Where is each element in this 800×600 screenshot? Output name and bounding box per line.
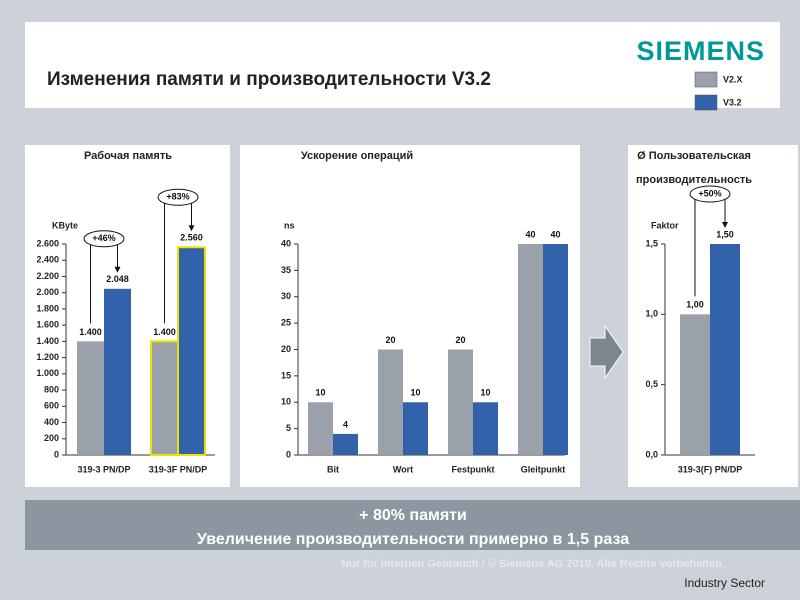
y-tick-label: 2.000 xyxy=(36,287,59,297)
footer-notice: Nur für internen Gebrauch / © Siemens AG… xyxy=(341,558,725,570)
y-tick-label: 600 xyxy=(44,401,59,411)
y-tick-label: 20 xyxy=(281,344,291,354)
x-tick-label: Wort xyxy=(393,464,413,474)
value-label: 1,50 xyxy=(716,229,734,239)
value-label: 20 xyxy=(455,335,465,345)
bar xyxy=(403,402,428,455)
annotation-ellipse xyxy=(83,230,125,248)
y-axis-label: KByte xyxy=(52,220,78,230)
y-tick-label: 2.600 xyxy=(36,238,59,248)
y-tick-label: 0 xyxy=(54,449,59,459)
chart-title: Ускорение операций xyxy=(300,150,414,162)
x-tick-label: Bit xyxy=(327,464,339,474)
annotation: +83% xyxy=(166,192,189,202)
annotation: +50% xyxy=(698,188,721,198)
bar xyxy=(473,402,498,455)
value-label: 1.400 xyxy=(79,327,102,337)
value-label: 2.560 xyxy=(180,233,203,243)
value-label: 40 xyxy=(550,229,560,239)
y-tick-label: 25 xyxy=(281,318,291,328)
bar xyxy=(333,433,358,455)
y-tick-label: 400 xyxy=(44,417,59,427)
y-tick-label: 10 xyxy=(281,397,291,407)
arrow-head xyxy=(114,266,121,273)
header-band xyxy=(25,22,780,108)
value-label: 2.048 xyxy=(106,274,129,284)
summary-line: + 80% памяти xyxy=(359,507,467,524)
bar xyxy=(104,288,131,455)
y-tick-label: 35 xyxy=(281,265,291,275)
y-tick-label: 1.000 xyxy=(36,368,59,378)
bar xyxy=(448,349,473,455)
logo: SIEMENS xyxy=(636,36,765,66)
x-tick-label: Festpunkt xyxy=(451,464,494,474)
value-label: 40 xyxy=(525,229,535,239)
y-tick-label: 2.400 xyxy=(36,255,59,265)
y-tick-label: 2.200 xyxy=(36,271,59,281)
y-tick-label: 40 xyxy=(281,238,291,248)
y-tick-label: 0,5 xyxy=(645,379,658,389)
legend-label: V2.X xyxy=(723,74,743,84)
y-tick-label: 0 xyxy=(286,449,291,459)
y-tick-label: 30 xyxy=(281,291,291,301)
y-tick-label: 0,0 xyxy=(645,449,658,459)
chart-title: Рабочая память xyxy=(84,150,172,162)
y-tick-label: 1.600 xyxy=(36,320,59,330)
annotation: +46% xyxy=(92,233,115,243)
slide-title: Изменения памяти и производительности V3… xyxy=(47,69,491,90)
bar xyxy=(543,244,568,455)
y-axis-label: ns xyxy=(284,220,295,230)
bar xyxy=(77,341,104,455)
footer-sector: Industry Sector xyxy=(684,576,765,590)
bar xyxy=(308,402,333,455)
y-tick-label: 1,0 xyxy=(645,309,658,319)
y-tick-label: 1.800 xyxy=(36,303,59,313)
value-label: 10 xyxy=(410,388,420,398)
y-tick-label: 200 xyxy=(44,433,59,443)
x-tick-label: Gleitpunkt xyxy=(521,464,566,474)
x-tick-label: 319-3F PN/DP xyxy=(149,464,208,474)
value-label: 4 xyxy=(343,419,348,429)
bar xyxy=(378,349,403,455)
y-tick-label: 1.200 xyxy=(36,352,59,362)
y-tick-label: 1,5 xyxy=(645,238,658,248)
value-label: 10 xyxy=(480,388,490,398)
legend-label: V3.2 xyxy=(723,97,742,107)
value-label: 1,00 xyxy=(686,300,704,310)
y-tick-label: 5 xyxy=(286,423,291,433)
value-label: 10 xyxy=(315,388,325,398)
legend-swatch xyxy=(694,94,718,111)
arrow-head xyxy=(722,222,728,228)
y-axis-label: Faktor xyxy=(651,220,679,230)
bar xyxy=(710,244,740,455)
x-tick-label: 319-3(F) PN/DP xyxy=(678,464,743,474)
legend-swatch xyxy=(694,71,718,88)
value-label: 20 xyxy=(385,335,395,345)
arrow-head xyxy=(188,225,195,232)
bar xyxy=(518,244,543,455)
summary-line: Увеличение производительности примерно в… xyxy=(197,531,629,548)
annotation-ellipse xyxy=(689,185,731,203)
bar xyxy=(177,246,206,456)
y-tick-label: 1.400 xyxy=(36,336,59,346)
y-tick-label: 800 xyxy=(44,384,59,394)
y-tick-label: 15 xyxy=(281,370,291,380)
block-arrow xyxy=(589,324,624,380)
bar xyxy=(150,340,179,456)
x-tick-label: 319-3 PN/DP xyxy=(77,464,130,474)
summary-band xyxy=(25,500,800,550)
annotation-ellipse xyxy=(157,188,199,206)
value-label: 1.400 xyxy=(153,327,176,337)
chart-title: Ø Пользовательская производительность xyxy=(636,150,752,186)
bar xyxy=(680,314,710,455)
